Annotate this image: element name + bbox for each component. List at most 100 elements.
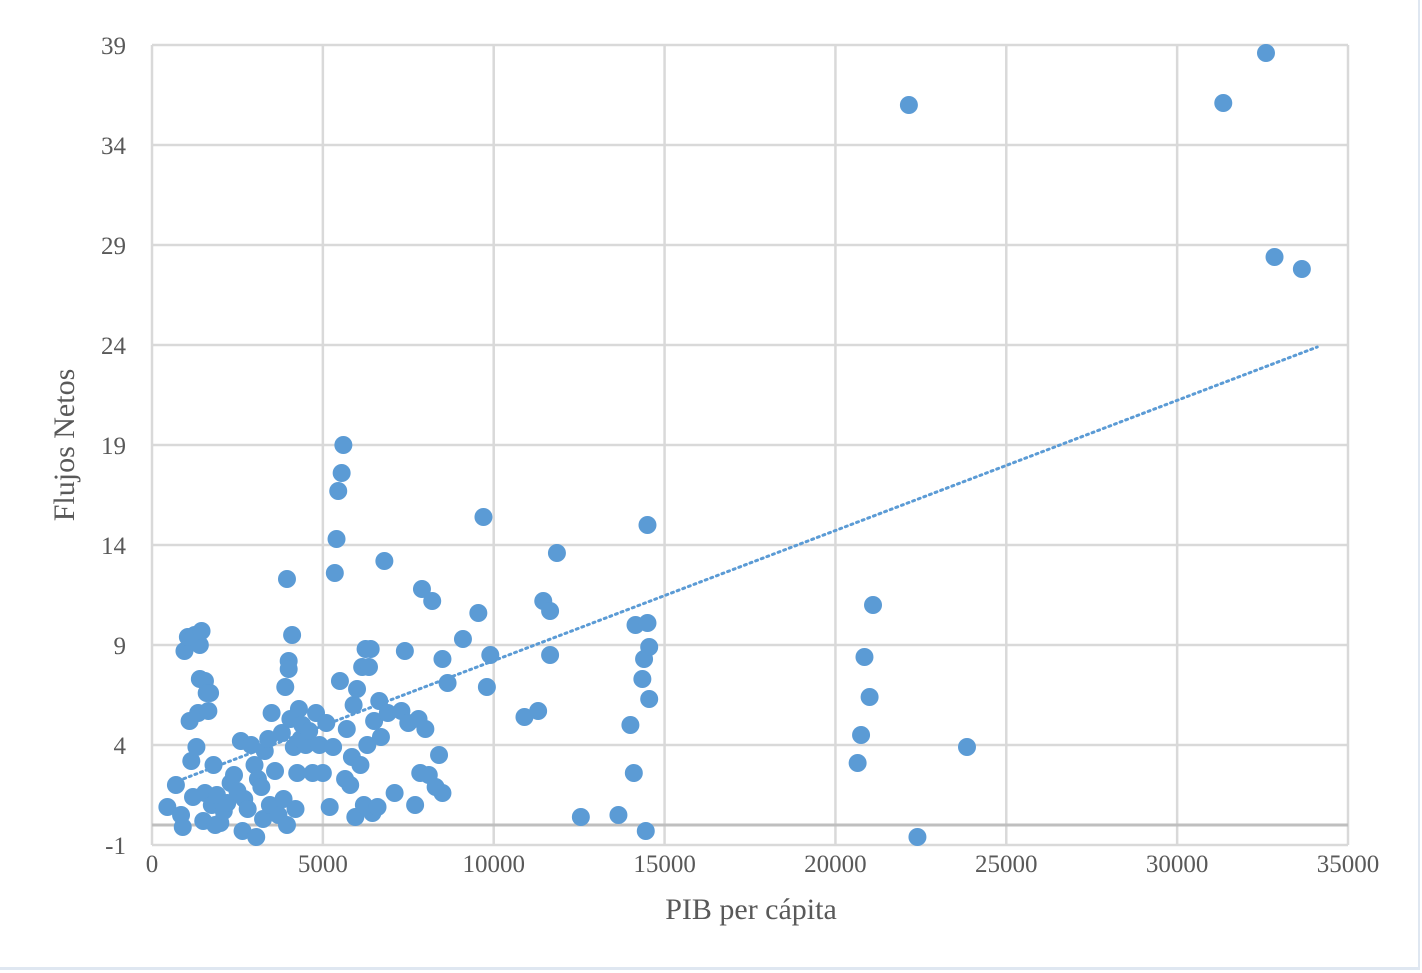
data-point — [201, 684, 220, 702]
data-point — [330, 672, 349, 690]
y-tick-label: 39 — [101, 33, 126, 60]
x-tick-label: 10000 — [462, 851, 525, 878]
data-point — [277, 816, 296, 834]
data-point — [192, 622, 211, 640]
data-point — [852, 726, 871, 744]
data-point — [395, 642, 414, 660]
x-tick-label: 5000 — [298, 851, 348, 878]
data-point — [908, 828, 927, 846]
data-point — [247, 828, 266, 846]
data-point — [406, 796, 425, 814]
data-point — [245, 756, 264, 774]
data-point — [864, 596, 883, 614]
data-point — [276, 678, 295, 696]
data-point — [438, 674, 457, 692]
y-axis-tick-labels: -1 4 9 14 19 24 29 34 39 — [101, 33, 127, 860]
data-point — [173, 818, 192, 836]
data-point — [351, 756, 370, 774]
data-point — [348, 680, 367, 698]
data-point — [541, 646, 560, 664]
data-point — [296, 736, 315, 754]
data-point — [638, 516, 657, 534]
data-point — [477, 678, 496, 696]
data-point — [166, 776, 185, 794]
data-point — [254, 810, 273, 828]
data-point — [272, 724, 291, 742]
x-tick-label: 25000 — [975, 851, 1038, 878]
data-point — [609, 806, 628, 824]
data-point — [385, 784, 404, 802]
data-point — [855, 648, 874, 666]
data-point — [358, 736, 377, 754]
data-point — [541, 602, 560, 620]
data-point — [1256, 44, 1275, 62]
data-point — [371, 728, 390, 746]
data-point — [636, 822, 655, 840]
data-point — [266, 762, 285, 780]
data-point — [469, 604, 488, 622]
data-point — [860, 688, 879, 706]
y-tick-label: 9 — [114, 633, 127, 660]
data-point — [238, 800, 257, 818]
data-point — [430, 746, 449, 764]
data-point — [277, 570, 296, 588]
data-point — [332, 464, 351, 482]
data-point — [158, 798, 177, 816]
data-point — [259, 730, 278, 748]
data-point — [218, 794, 237, 812]
y-tick-label: 24 — [101, 333, 127, 360]
data-point — [341, 776, 360, 794]
data-point — [412, 580, 431, 598]
data-point — [242, 736, 261, 754]
y-tick-label: 29 — [101, 233, 126, 260]
y-tick-label: 19 — [101, 433, 126, 460]
data-point — [359, 658, 378, 676]
data-point — [317, 714, 336, 732]
data-point — [187, 738, 206, 756]
data-point — [365, 712, 384, 730]
data-point — [368, 798, 387, 816]
data-point — [640, 638, 659, 656]
data-point — [547, 544, 566, 562]
trendline-segment — [171, 345, 1319, 785]
data-point — [337, 720, 356, 738]
data-point — [640, 690, 659, 708]
x-axis-tick-labels: 0 5000 10000 15000 20000 25000 30000 35000 — [146, 851, 1380, 878]
data-point — [957, 738, 976, 756]
data-point — [199, 702, 218, 720]
data-point — [182, 752, 201, 770]
data-point — [279, 660, 298, 678]
data-point — [423, 592, 442, 610]
x-tick-label: 20000 — [804, 851, 867, 878]
data-point — [453, 630, 472, 648]
data-point — [225, 766, 244, 784]
data-point — [529, 702, 548, 720]
data-point — [344, 696, 363, 714]
data-point — [621, 716, 640, 734]
data-point — [289, 700, 308, 718]
data-point — [274, 790, 293, 808]
data-point — [361, 640, 380, 658]
data-point — [324, 738, 343, 756]
data-point — [633, 670, 652, 688]
data-point — [175, 642, 194, 660]
data-point — [899, 96, 918, 114]
data-point — [515, 708, 534, 726]
y-tick-label: 34 — [101, 133, 127, 160]
data-point — [378, 704, 397, 722]
trendline — [171, 345, 1319, 785]
data-point — [638, 614, 657, 632]
data-point — [204, 756, 223, 774]
x-tick-label: 30000 — [1146, 851, 1209, 878]
data-point — [1214, 94, 1233, 112]
y-tick-label: 4 — [114, 733, 127, 760]
data-point — [262, 704, 281, 722]
data-point — [481, 646, 500, 664]
data-point — [416, 720, 435, 738]
data-point — [571, 808, 590, 826]
x-tick-label: 15000 — [633, 851, 696, 878]
data-point — [329, 482, 348, 500]
data-point — [310, 736, 329, 754]
